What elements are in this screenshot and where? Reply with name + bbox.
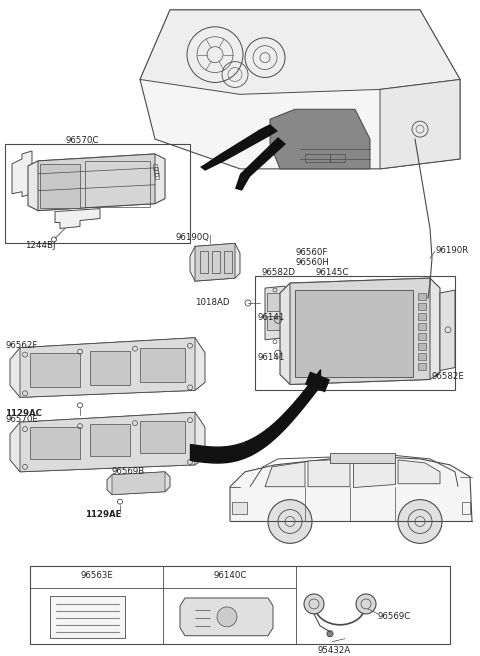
Polygon shape [270, 110, 370, 169]
Polygon shape [12, 151, 32, 197]
Circle shape [356, 594, 376, 614]
Polygon shape [55, 209, 100, 228]
Circle shape [268, 500, 312, 543]
Bar [154, 170, 158, 176]
Circle shape [304, 594, 324, 614]
Polygon shape [10, 338, 205, 398]
Text: 96562F: 96562F [5, 340, 37, 350]
Text: 96582E: 96582E [432, 373, 465, 382]
Circle shape [327, 631, 333, 637]
Polygon shape [265, 462, 305, 487]
Bar [267, 293, 282, 311]
Text: 96141: 96141 [258, 313, 286, 322]
Bar [154, 167, 157, 173]
Circle shape [398, 500, 442, 543]
Polygon shape [180, 598, 273, 636]
Polygon shape [308, 459, 350, 487]
Bar [305, 154, 330, 162]
Polygon shape [140, 10, 460, 94]
Polygon shape [140, 10, 460, 169]
Bar [153, 164, 157, 170]
Polygon shape [398, 460, 440, 483]
Text: 96569B: 96569B [112, 467, 145, 476]
Polygon shape [305, 371, 330, 392]
Polygon shape [230, 457, 472, 522]
Bar [330, 453, 395, 463]
Bar [418, 333, 426, 340]
Polygon shape [265, 286, 285, 340]
Polygon shape [353, 459, 395, 487]
Text: 96190Q: 96190Q [175, 234, 209, 243]
Text: 1244BJ: 1244BJ [25, 241, 56, 251]
Bar [418, 313, 426, 320]
Bar [232, 502, 247, 514]
Text: 96190R: 96190R [435, 247, 468, 255]
Bar [418, 323, 426, 330]
Polygon shape [20, 412, 195, 472]
Bar [212, 251, 220, 273]
Polygon shape [38, 154, 155, 211]
Polygon shape [10, 412, 205, 472]
Polygon shape [235, 137, 286, 191]
Polygon shape [380, 79, 460, 169]
Bar [85, 161, 150, 207]
Polygon shape [440, 290, 455, 371]
Text: 1018AD: 1018AD [195, 298, 229, 307]
Bar [224, 251, 232, 273]
Bar [462, 502, 470, 514]
Polygon shape [200, 124, 278, 171]
Text: 96560F: 96560F [295, 249, 327, 257]
Polygon shape [190, 243, 240, 281]
Polygon shape [280, 278, 440, 384]
Bar [155, 173, 158, 179]
Text: 96145C: 96145C [315, 268, 348, 277]
Bar [418, 303, 426, 310]
Bar [30, 427, 80, 459]
Text: 96570C: 96570C [65, 136, 98, 145]
Polygon shape [20, 338, 195, 398]
Text: 95432A: 95432A [318, 646, 351, 655]
Bar [50, 596, 125, 638]
Bar [418, 363, 426, 369]
Polygon shape [290, 278, 430, 384]
Bar [5, 144, 190, 243]
Bar [200, 251, 208, 273]
Text: 96560H: 96560H [295, 258, 329, 267]
Bar [90, 424, 130, 456]
Bar [30, 353, 80, 388]
Text: 96140C: 96140C [213, 571, 247, 580]
Bar [295, 290, 413, 377]
Bar [140, 421, 185, 453]
Polygon shape [107, 472, 170, 495]
Circle shape [217, 607, 237, 626]
Polygon shape [28, 154, 165, 211]
Bar [140, 348, 185, 382]
Bar [418, 342, 426, 350]
Text: 96570E: 96570E [5, 415, 38, 424]
Text: 96563E: 96563E [81, 571, 113, 580]
Text: 1129AE: 1129AE [85, 510, 121, 519]
Text: 96141: 96141 [258, 353, 286, 361]
Polygon shape [195, 243, 235, 281]
Text: 1129AC: 1129AC [5, 409, 42, 419]
Bar [330, 154, 345, 162]
Text: 96582D: 96582D [262, 268, 296, 277]
Bar [40, 164, 80, 207]
Polygon shape [112, 472, 165, 495]
Bar [90, 351, 130, 386]
Bar [267, 316, 282, 330]
Bar [418, 353, 426, 359]
Bar [418, 293, 426, 300]
Text: 96569C: 96569C [378, 612, 411, 621]
Bar [255, 276, 455, 390]
Bar [30, 566, 450, 644]
